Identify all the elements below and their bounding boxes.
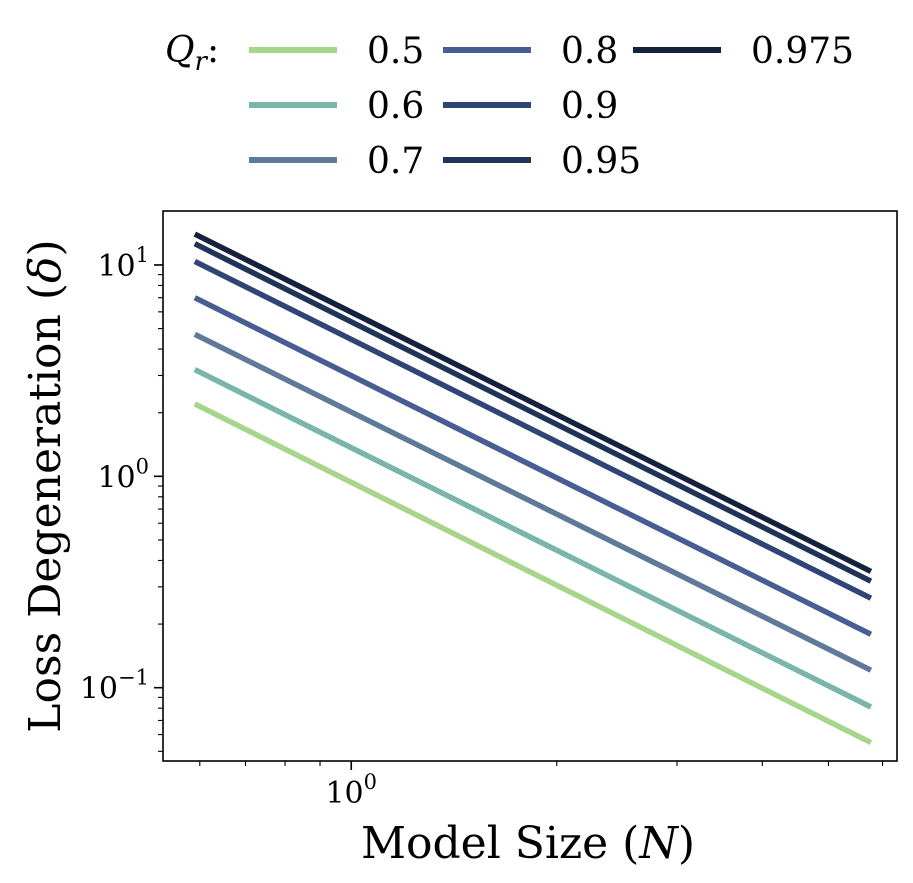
legend-label-1: 0.5 bbox=[367, 31, 424, 72]
series-lines bbox=[193, 231, 873, 746]
legend-label-6: 0.95 bbox=[561, 141, 641, 182]
y-axis-label: Loss Degeneration (δ) bbox=[20, 239, 71, 732]
series-line-1 bbox=[193, 401, 873, 746]
series-line-7 bbox=[193, 231, 873, 574]
legend-title: Qr: bbox=[165, 30, 219, 77]
y-tick-label-2: 100 bbox=[97, 454, 149, 495]
series-line-3 bbox=[193, 331, 873, 673]
legend-label-4: 0.8 bbox=[561, 31, 618, 72]
series-line-5 bbox=[193, 258, 873, 601]
legend-label-2: 0.6 bbox=[367, 86, 424, 127]
y-tick-label-1: 101 bbox=[97, 243, 149, 284]
legend-label-5: 0.9 bbox=[561, 86, 618, 127]
x-tick-label-1: 100 bbox=[325, 770, 377, 811]
plot-frame bbox=[162, 210, 898, 762]
series-line-2 bbox=[193, 367, 873, 710]
axis-ticks: 101 100 10−1 100 bbox=[80, 243, 884, 811]
y-tick-label-3: 10−1 bbox=[80, 666, 149, 707]
series-line-6 bbox=[193, 241, 873, 584]
series-line-4 bbox=[193, 295, 873, 637]
legend-label-7: 0.975 bbox=[751, 31, 854, 72]
legend: Qr: 0.5 0.6 0.7 0.8 0.9 0.95 0.975 bbox=[165, 30, 854, 182]
legend-label-3: 0.7 bbox=[367, 141, 424, 182]
x-axis-label: Model Size (N) bbox=[361, 818, 695, 869]
